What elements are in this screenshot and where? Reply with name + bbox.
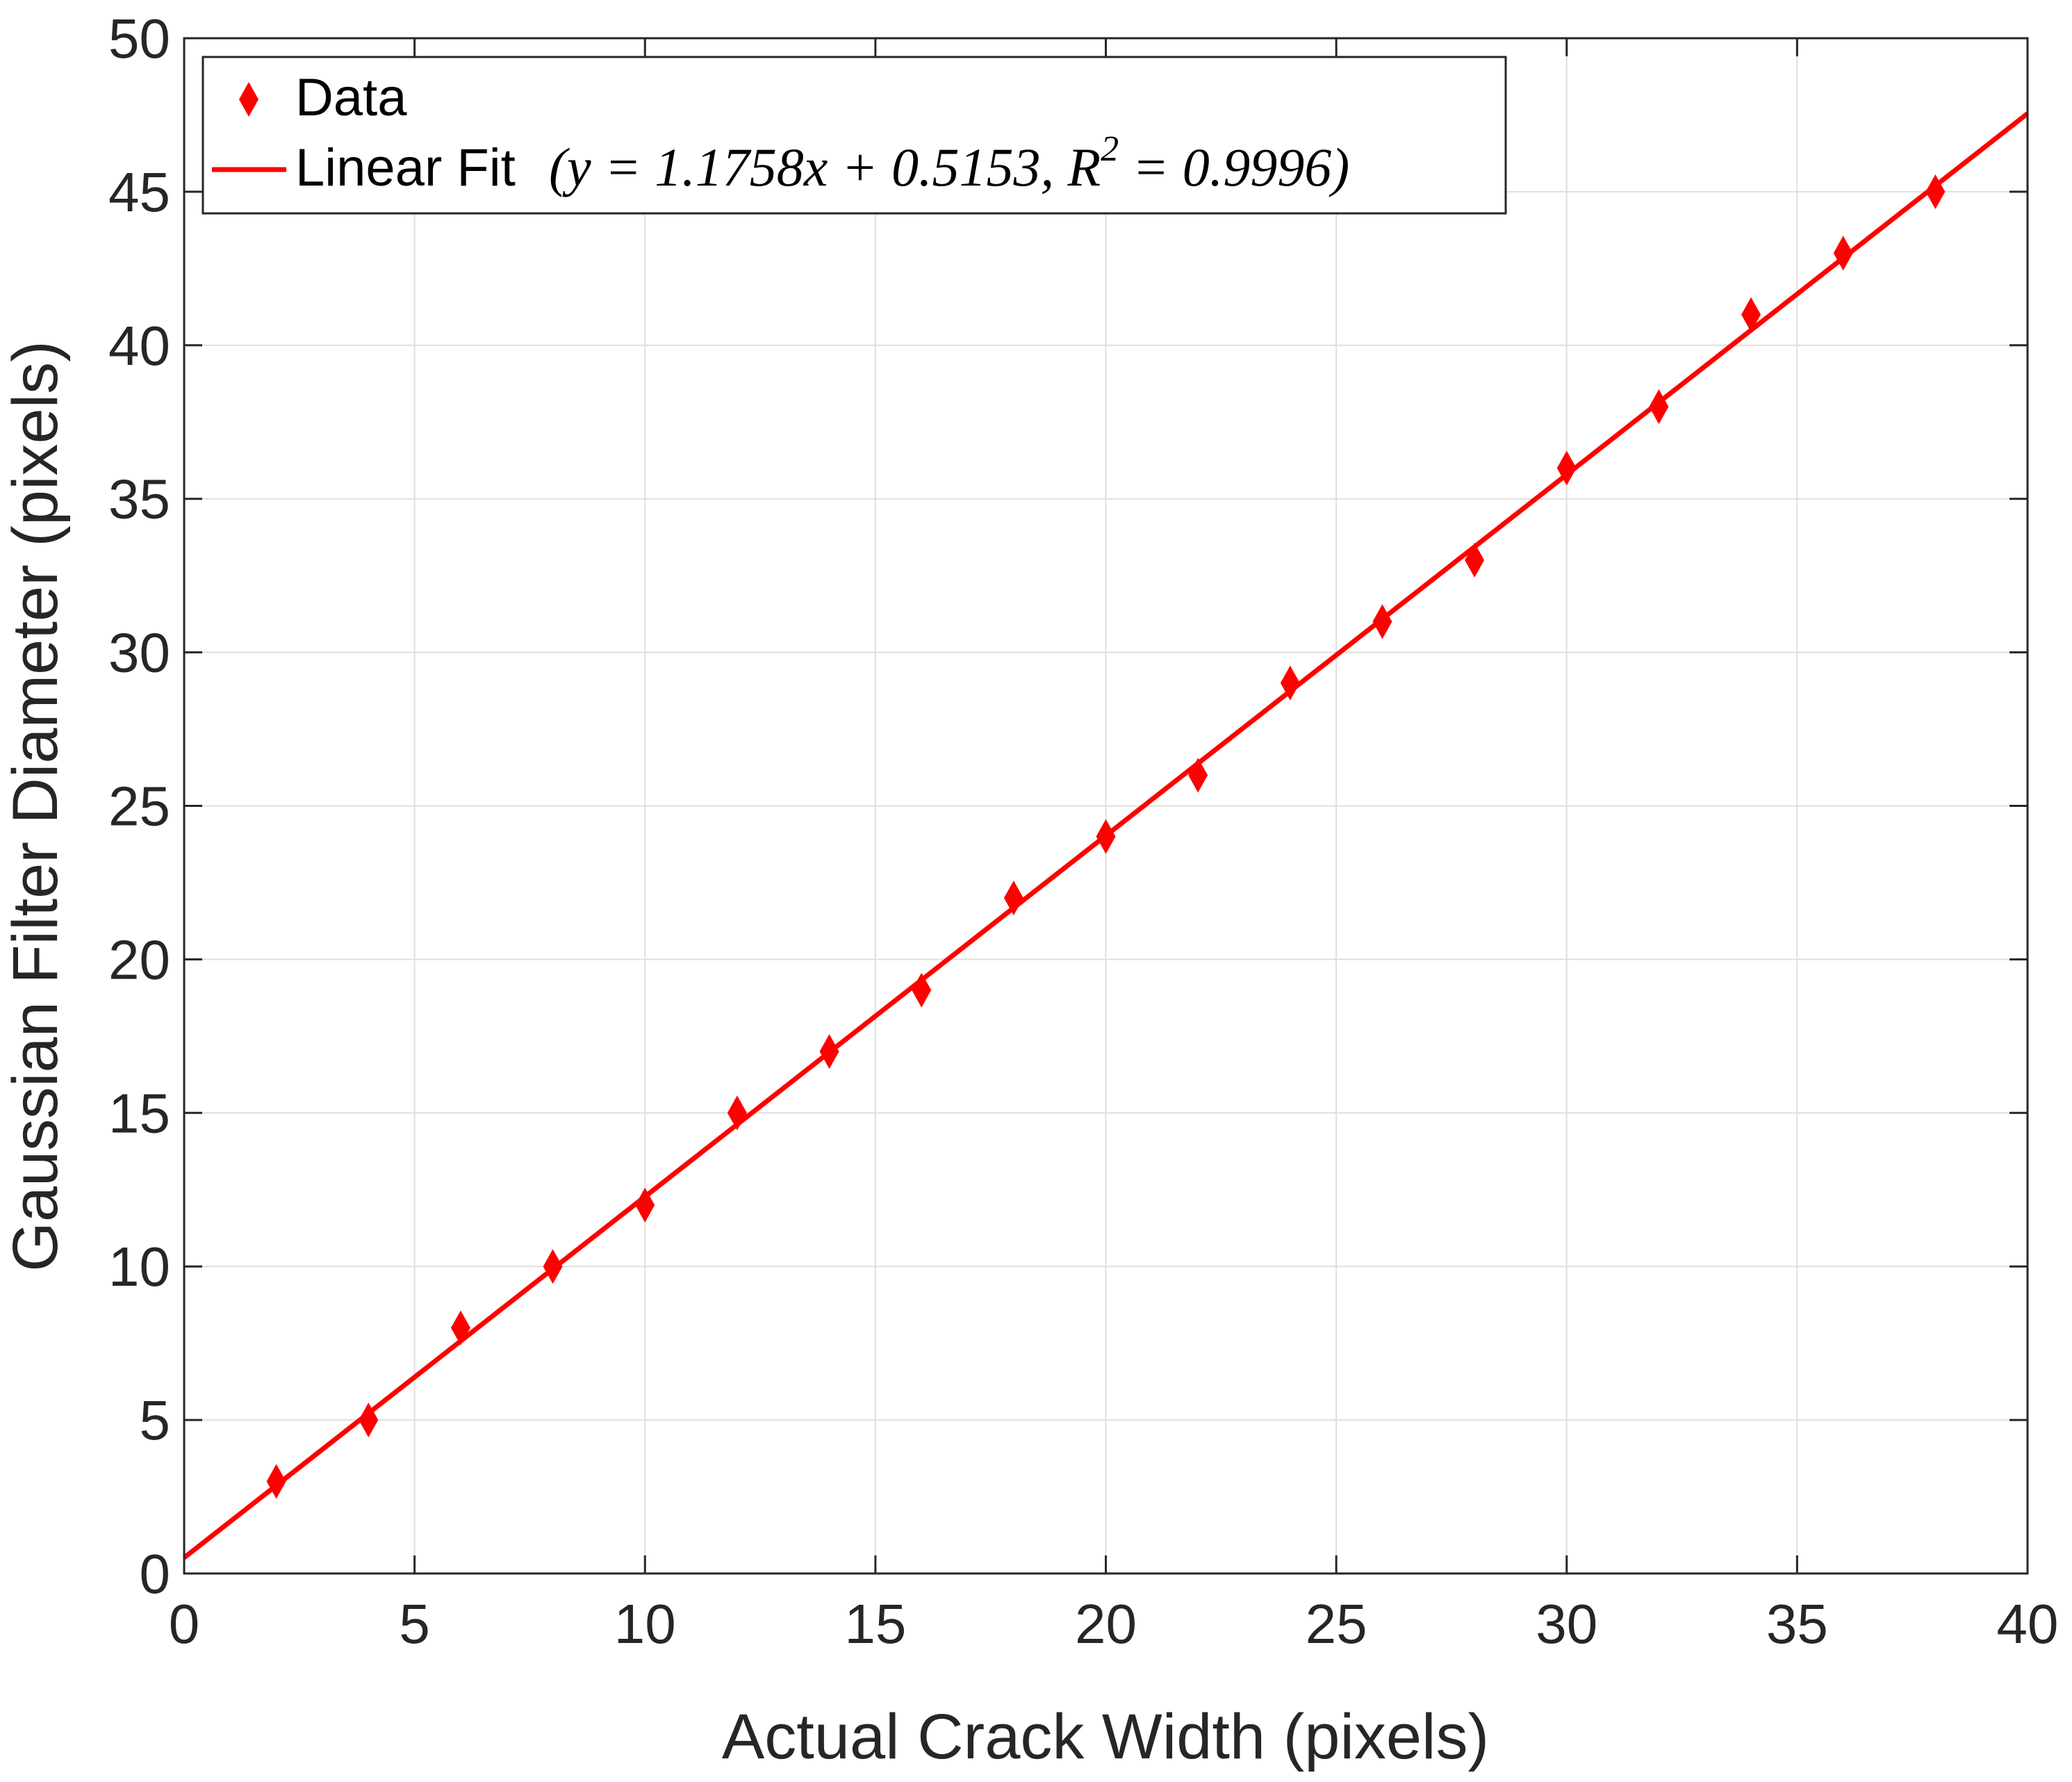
data-point (727, 1095, 747, 1131)
data-point (1096, 819, 1116, 854)
legend-fit-label: Linear Fit (295, 138, 516, 197)
y-tick-label: 15 (108, 1082, 170, 1144)
grid-lines (184, 38, 2028, 1573)
fit-r2-exponent: 2 (1101, 129, 1119, 169)
y-tick-label: 40 (108, 315, 170, 377)
legend: Data Linear Fit (y = 1.1758x + 0.5153, R… (202, 56, 1507, 215)
x-tick-label: 20 (1075, 1593, 1137, 1655)
x-tick-label: 40 (1997, 1593, 2059, 1655)
data-point (1925, 174, 1946, 209)
legend-box (202, 56, 1507, 215)
data-point (359, 1403, 379, 1438)
x-axis-label: Actual Crack Width (pixels) (722, 1701, 1489, 1772)
x-tick-label: 35 (1766, 1593, 1828, 1655)
data-point (1741, 297, 1761, 332)
legend-data-marker (239, 82, 258, 117)
y-tick-label: 20 (108, 929, 170, 990)
data-point (635, 1187, 655, 1223)
y-axis-label: Gaussian Filter Diameter (pixels) (0, 341, 71, 1271)
data-point (450, 1310, 470, 1346)
y-tick-label: 50 (108, 8, 170, 70)
fit-equation-main: (y = 1.1758x + 0.5153, R (549, 137, 1101, 197)
x-tick-label: 5 (399, 1593, 430, 1655)
y-tick-label: 0 (140, 1543, 171, 1605)
x-tick-label: 15 (844, 1593, 906, 1655)
data-point (1649, 389, 1669, 425)
data-point (1280, 665, 1300, 701)
x-tick-label: 10 (614, 1593, 676, 1655)
data-point (1003, 881, 1023, 916)
data-point (1188, 758, 1208, 793)
y-tick-label: 5 (140, 1389, 171, 1451)
data-point (266, 1464, 286, 1499)
data-point (543, 1249, 563, 1284)
y-tick-label: 35 (108, 468, 170, 530)
data-point (1465, 543, 1485, 578)
y-tick-label: 45 (108, 161, 170, 223)
y-tick-label: 10 (108, 1236, 170, 1298)
legend-data-label: Data (295, 68, 407, 127)
y-tick-label: 25 (108, 776, 170, 837)
axis-ticks: 0 5 10 15 20 25 30 35 40 0 5 10 15 20 25 30 35 40 45 50 (108, 8, 2058, 1655)
data-point (912, 972, 932, 1008)
fit-r2-value: = 0.9996) (1119, 137, 1349, 197)
x-tick-label: 0 (169, 1593, 200, 1655)
data-point (819, 1033, 839, 1069)
x-tick-label: 25 (1306, 1593, 1367, 1655)
data-point (1556, 450, 1577, 486)
y-tick-label: 30 (108, 622, 170, 684)
data-point (1833, 236, 1853, 271)
data-point (1372, 604, 1392, 639)
x-tick-label: 30 (1536, 1593, 1597, 1655)
legend-fit-equation: (y = 1.1758x + 0.5153, R2 = 0.9996) (549, 129, 1349, 197)
data-points (266, 174, 1946, 1499)
